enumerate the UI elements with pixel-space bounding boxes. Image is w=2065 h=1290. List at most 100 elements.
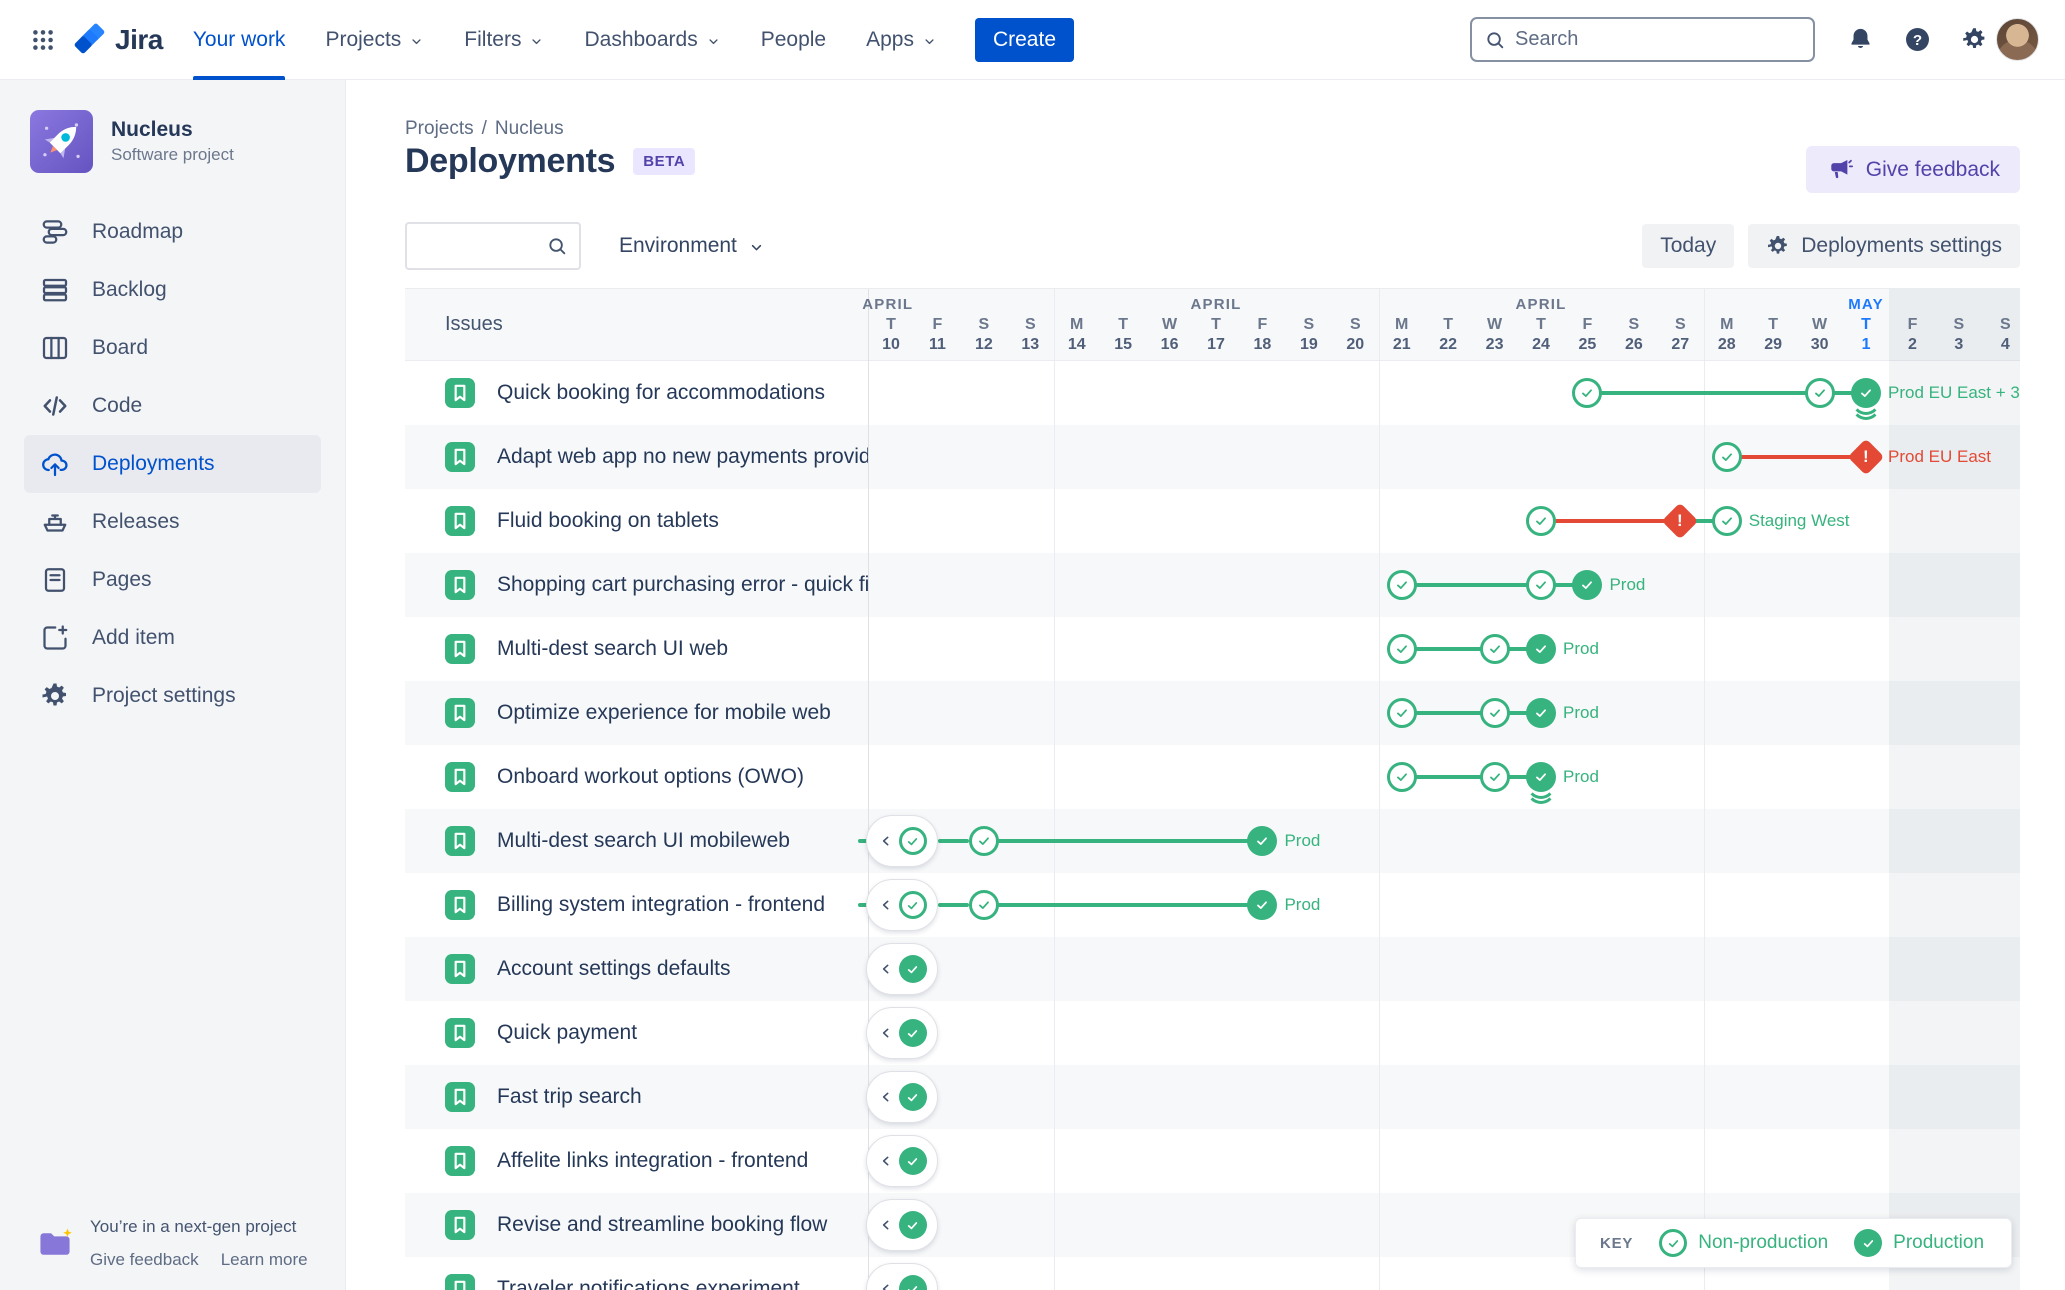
sidebar-item-backlog[interactable]: Backlog [24,261,321,319]
story-icon [447,1276,473,1290]
filter-search[interactable] [405,222,581,270]
search-input[interactable] [1515,28,1801,51]
sidebar-item-pages[interactable]: Pages [24,551,321,609]
earlier-deployments-pill[interactable] [866,1071,938,1123]
topnav-filters[interactable]: Filters [464,0,544,80]
topnav-your-work[interactable]: Your work [192,0,285,80]
deployments-settings-button[interactable]: Deployments settings [1748,224,2020,268]
issue-cell-fast-trip-search[interactable]: Fast trip search [405,1065,868,1129]
non-production-deployment-icon[interactable] [1479,762,1510,792]
issue-title: Account settings defaults [497,957,731,980]
give-feedback-label: Give feedback [1865,157,2000,181]
non-production-deployment-icon[interactable] [968,890,999,920]
non-production-deployment-icon[interactable] [1386,762,1417,792]
filter-search-input[interactable] [419,234,546,258]
earlier-deployments-pill[interactable] [866,943,938,995]
production-deployment-icon[interactable] [1247,890,1278,920]
earlier-deployments-pill[interactable] [866,1007,938,1059]
day-number: 18 [1253,336,1272,353]
table-row: Fluid booking on tablets! Staging West [405,489,2020,553]
production-deployment-icon[interactable] [1572,570,1603,600]
issue-cell-revise-and-streamline-booking-flow[interactable]: Revise and streamline booking flow [405,1193,868,1257]
non-production-deployment-icon[interactable] [1479,634,1510,664]
breadcrumb-projects[interactable]: Projects [405,118,474,139]
story-icon [447,636,473,662]
sidebar-item-deployments[interactable]: Deployments [24,435,321,493]
earlier-deployments-pill[interactable] [866,1263,938,1290]
megaphone-icon [1826,156,1853,183]
topnav-projects[interactable]: Projects [325,0,424,80]
check-icon [1718,512,1736,530]
settings-button[interactable] [1959,24,1990,55]
sidebar-item-board[interactable]: Board [24,319,321,377]
issue-cell-account-settings-defaults[interactable]: Account settings defaults [405,937,868,1001]
earlier-deployments-pill[interactable] [866,1135,938,1187]
issue-cell-onboard-workout-options-owo[interactable]: Onboard workout options (OWO) [405,745,868,809]
environment-dropdown[interactable]: Environment [619,234,765,258]
deployment-line [1401,775,1495,779]
deployment-failed-icon[interactable]: ! [1847,438,1885,476]
today-button[interactable]: Today [1642,224,1735,268]
project-header[interactable]: Nucleus Software project [0,80,345,173]
non-production-deployment-icon[interactable] [1526,506,1557,536]
avatar[interactable] [1996,18,2039,61]
give-feedback-link[interactable]: Give feedback [90,1250,199,1269]
issue-cell-shopping-cart-purchasing-error-quick-fix[interactable]: Shopping cart purchasing error - quick f… [405,553,868,617]
non-production-deployment-icon[interactable] [1386,570,1417,600]
jira-logo-text: Jira [115,23,163,55]
topbar-search[interactable] [1470,17,1815,62]
topnav-people[interactable]: People [761,0,826,80]
production-deployment-icon[interactable] [1526,634,1557,664]
sidebar-item-roadmap[interactable]: Roadmap [24,203,321,261]
topnav-dashboards[interactable]: Dashboards [584,0,720,80]
sidebar-item-project-settings[interactable]: Project settings [24,667,321,725]
non-production-deployment-icon[interactable] [1526,570,1557,600]
issue-cell-billing-system-integration-frontend[interactable]: Billing system integration - frontend [405,873,868,937]
table-row: Onboard workout options (OWO) Prod [405,745,2020,809]
learn-more-link[interactable]: Learn more [220,1250,308,1269]
notifications-button[interactable] [1845,24,1876,55]
issue-cell-quick-payment[interactable]: Quick payment [405,1001,868,1065]
production-deployment-icon[interactable] [1526,762,1557,804]
create-button[interactable]: Create [974,17,1074,62]
non-production-deployment-icon[interactable] [1386,698,1417,728]
issue-cell-multi-dest-search-ui-mobileweb[interactable]: Multi-dest search UI mobileweb [405,809,868,873]
give-feedback-button[interactable]: Give feedback [1805,146,2020,193]
help-button[interactable]: ? [1902,24,1933,55]
pipeline-track [866,937,2020,1001]
breadcrumb-nucleus[interactable]: Nucleus [494,118,564,139]
sidebar-item-label: Deployments [92,452,215,475]
earlier-deployments-pill[interactable] [866,1199,938,1251]
sidebar-item-code[interactable]: Code [24,377,321,435]
pages-icon [40,565,70,595]
non-production-deployment-icon[interactable] [1386,634,1417,664]
deployment-failed-icon[interactable]: ! [1661,502,1699,540]
issue-cell-traveler-notifications-experiment[interactable]: Traveler notifications experiment [405,1257,868,1290]
sidebar-item-add-item[interactable]: Add item [24,609,321,667]
issue-cell-optimize-experience-for-mobile-web[interactable]: Optimize experience for mobile web [405,681,868,745]
non-production-deployment-icon[interactable] [1711,506,1742,536]
non-production-deployment-icon[interactable] [968,826,999,856]
earlier-deployments-pill[interactable] [866,879,938,931]
non-production-deployment-icon[interactable] [1711,442,1742,472]
production-deployment-icon[interactable] [1247,826,1278,856]
day-letter: F [932,316,943,333]
non-production-deployment-icon[interactable] [1804,378,1835,408]
issue-cell-multi-dest-search-ui-web[interactable]: Multi-dest search UI web [405,617,868,681]
topnav-apps[interactable]: Apps [866,0,937,80]
app-switcher-button[interactable] [26,23,60,57]
earlier-deployments-pill[interactable] [866,815,938,867]
non-production-deployment-icon[interactable] [1479,698,1510,728]
issue-cell-affelite-links-integration-frontend[interactable]: Affelite links integration - frontend [405,1129,868,1193]
production-deployment-icon[interactable] [1851,378,1882,420]
issue-cell-fluid-booking-on-tablets[interactable]: Fluid booking on tablets [405,489,868,553]
sidebar-item-releases[interactable]: Releases [24,493,321,551]
project-avatar [30,110,93,173]
non-production-deployment-icon[interactable] [1572,378,1603,408]
day-number: 23 [1485,336,1504,353]
issue-cell-quick-booking-for-accommodations[interactable]: Quick booking for accommodations [405,361,868,425]
issue-cell-adapt-web-app-no-new-payments-provider[interactable]: Adapt web app no new payments provider [405,425,868,489]
check-icon [1393,640,1411,658]
jira-logo[interactable]: Jira [74,23,163,57]
production-deployment-icon[interactable] [1526,698,1557,728]
